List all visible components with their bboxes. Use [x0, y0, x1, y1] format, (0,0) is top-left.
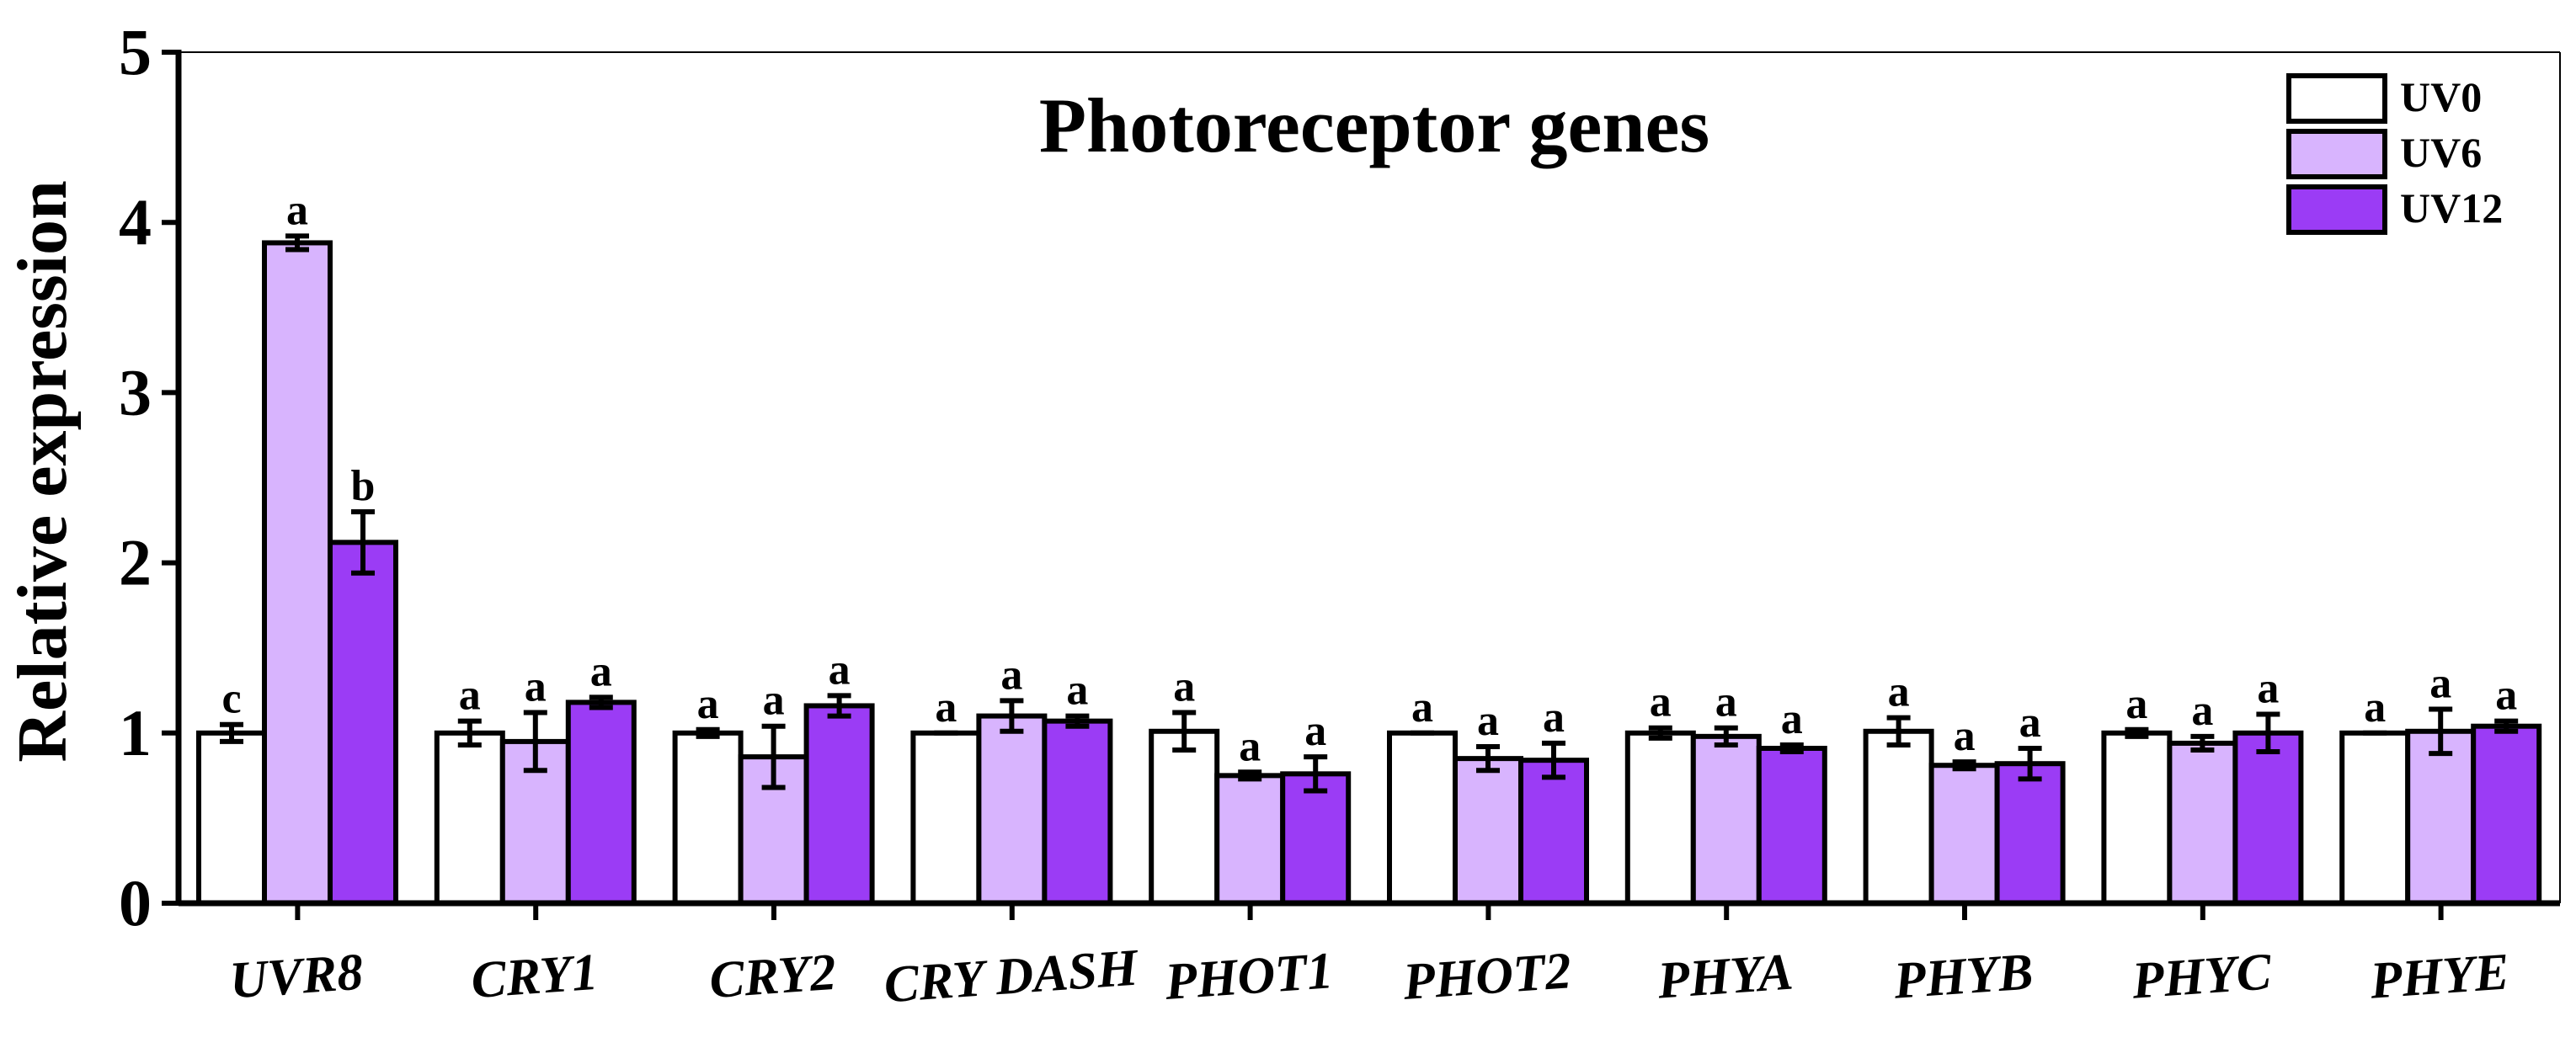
significance-letter: b	[351, 462, 376, 510]
bar-uv6-phye	[2405, 728, 2477, 907]
bar-uv6-phot2	[1453, 756, 1523, 906]
bar-uv12-cry-dash	[1042, 718, 1113, 906]
bar-uv0-uvr8	[196, 730, 267, 906]
significance-letter: a	[1173, 663, 1195, 711]
x-tick-label-cry-dash: CRY DASH	[883, 939, 1141, 1013]
y-tick-label: 4	[119, 185, 152, 258]
bar-uv12-phyb	[1994, 761, 2066, 906]
significance-letter: a	[2125, 680, 2147, 728]
significance-letter: a	[1650, 678, 1672, 726]
bar-uv0-cry1	[434, 730, 505, 906]
bar-uv0-phyc	[2101, 730, 2173, 906]
significance-letter: a	[2191, 687, 2213, 735]
bar-uv0-phye	[2339, 730, 2411, 906]
y-tick-label: 0	[119, 866, 152, 939]
axes: UVR8 CRY1 CRY2 CRY DASH PHOT1 PHOT2 PHYA PHYB PH…	[119, 15, 2561, 1013]
legend-label-uv12: UV12	[2400, 184, 2503, 231]
bar-uv12-phot2	[1518, 758, 1589, 906]
x-tick-label-uvr8: UVR8	[228, 944, 365, 1010]
legend: UV0 UV6 UV12	[2286, 73, 2503, 235]
bar-uv0-phya	[1624, 730, 1696, 906]
bar-uv12-phye	[2471, 723, 2542, 906]
significance-letter: a	[1239, 722, 1261, 770]
x-tick-label-phyc: PHYC	[2130, 943, 2274, 1009]
bar-uv12-cry2	[803, 703, 875, 906]
x-tick-label-phot2: PHOT2	[1400, 942, 1573, 1011]
x-tick-label-phye: PHYE	[2367, 943, 2511, 1009]
legend-label-uv6: UV6	[2400, 129, 2482, 176]
y-axis-label: Relative expression	[3, 180, 82, 762]
significance-letter: a	[1715, 678, 1737, 726]
significance-letter: a	[697, 680, 719, 728]
y-tick-label: 5	[119, 15, 152, 88]
legend-swatch-uv0	[2286, 73, 2387, 124]
significance-letter: a	[2495, 672, 2517, 720]
x-tick-label-phya: PHYA	[1655, 944, 1795, 1010]
x-tick-label-cry1: CRY1	[469, 944, 600, 1009]
bar-uv0-phyb	[1863, 728, 1934, 907]
significance-letter: a	[2019, 699, 2041, 747]
bar-uv6-uvr8	[262, 240, 333, 906]
significance-letter: a	[1066, 667, 1088, 715]
bar-uv0-phot1	[1149, 728, 1220, 907]
significance-letter: a	[1888, 668, 1910, 716]
bar-uv6-phot1	[1214, 773, 1286, 906]
y-tick-label: 3	[119, 355, 152, 428]
chart-title: Photoreceptor genes	[1039, 82, 1709, 168]
significance-letter: a	[1781, 695, 1803, 743]
x-tick-label-cry2: CRY2	[707, 944, 838, 1009]
significance-letter: a	[1000, 651, 1022, 699]
bar-uv6-phyb	[1928, 763, 2000, 907]
bar-uv12-phyc	[2232, 730, 2304, 906]
significance-letter: a	[459, 672, 481, 720]
x-tick-label-phot1: PHOT1	[1162, 942, 1335, 1011]
significance-letter: c	[221, 675, 241, 723]
plot-area	[196, 240, 2542, 907]
significance-letter: a	[829, 646, 851, 694]
significance-letter: a	[286, 186, 308, 234]
bar-uv0-cry2	[672, 730, 744, 906]
bar-uv0-cry-dash	[910, 730, 982, 906]
legend-label-uv0: UV0	[2400, 73, 2482, 120]
x-tick-label-phyb: PHYB	[1891, 943, 2035, 1009]
significance-letter: a	[1954, 712, 1976, 760]
significance-letter: a	[1477, 697, 1499, 745]
significance-letter: a	[763, 677, 785, 725]
bar-uv6-phyc	[2167, 740, 2238, 906]
significance-letter: a	[2429, 659, 2451, 707]
significance-letter: a	[590, 647, 612, 695]
bar-uv12-uvr8	[328, 540, 398, 906]
error-bars	[220, 233, 2519, 794]
legend-swatch-uv6	[2286, 129, 2387, 179]
significance-letter: a	[2364, 684, 2386, 731]
significance-letter: a	[935, 684, 957, 731]
significance-letter: a	[1543, 694, 1565, 742]
bar-uv12-phya	[1756, 745, 1827, 906]
y-tick-label: 2	[119, 526, 152, 599]
y-tick-label: 1	[119, 696, 152, 769]
significance-letter: a	[2257, 665, 2279, 713]
bar-uv6-cry-dash	[976, 713, 1048, 907]
bar-uv6-phya	[1690, 733, 1762, 906]
legend-swatch-uv12	[2286, 184, 2387, 235]
significance-letter: a	[1304, 707, 1326, 755]
bar-uv12-cry1	[565, 700, 637, 906]
significance-letter: a	[1411, 684, 1433, 731]
bar-uv0-phot2	[1387, 730, 1458, 906]
significance-letter: a	[525, 663, 547, 711]
